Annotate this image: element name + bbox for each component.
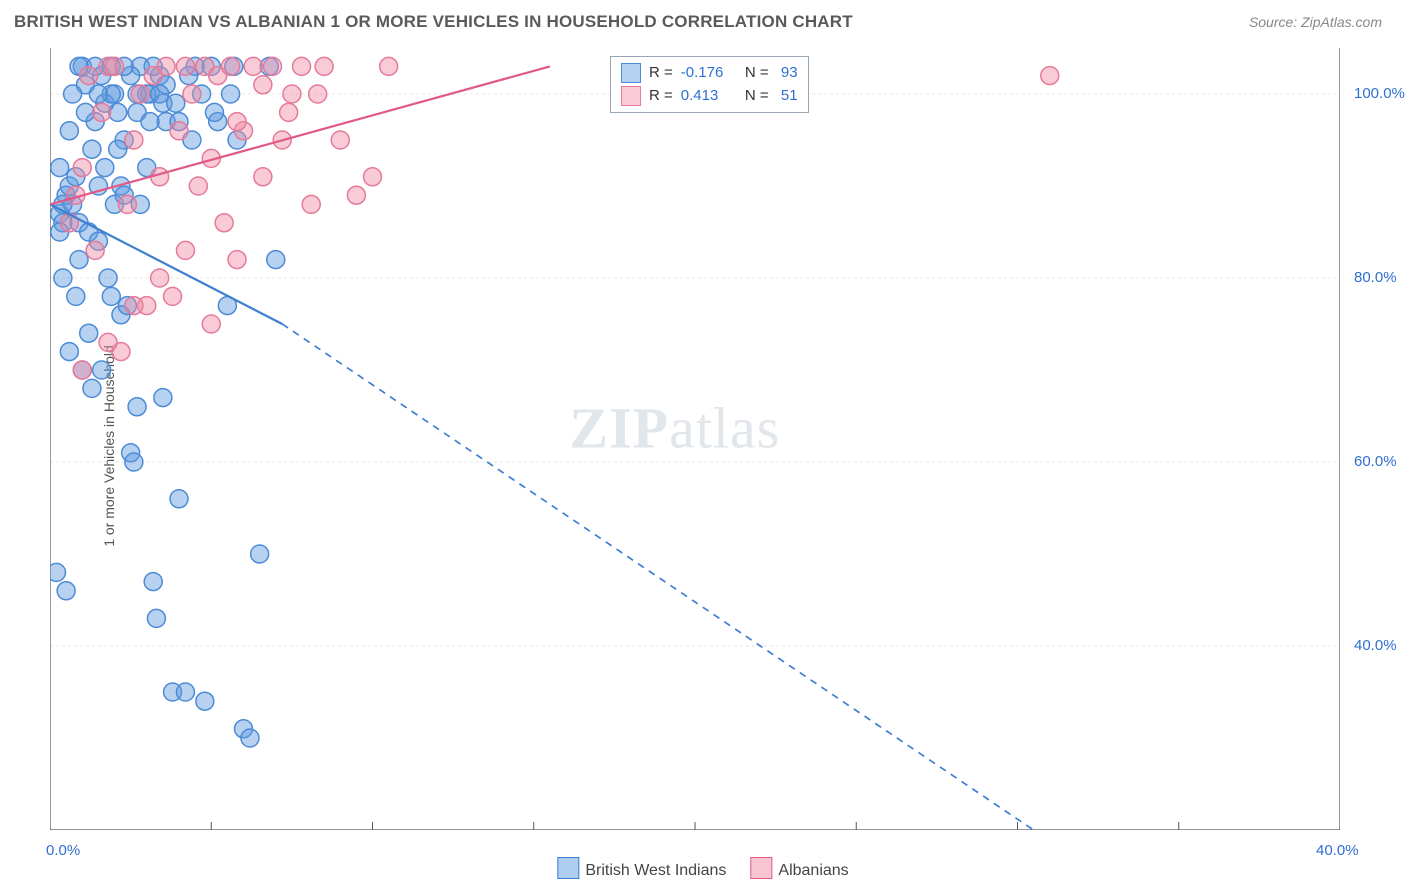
legend-r-value: -0.176 (681, 62, 733, 85)
axis-tick-label: 100.0% (1354, 85, 1405, 102)
legend-swatch (621, 63, 641, 83)
legend-r-value: 0.413 (681, 85, 733, 108)
bottom-legend-label: British West Indians (585, 862, 726, 879)
legend-n-value: 93 (777, 62, 798, 85)
chart-title: BRITISH WEST INDIAN VS ALBANIAN 1 OR MOR… (14, 12, 853, 32)
legend-n-label: N = (741, 85, 769, 108)
legend-swatch (750, 857, 772, 879)
legend-stats-box: R = -0.176 N = 93 R = 0.413 N = 51 (610, 56, 809, 113)
axis-tick-label: 80.0% (1354, 269, 1397, 286)
legend-r-label: R = (649, 85, 673, 108)
axis-tick-label: 40.0% (1354, 637, 1397, 654)
legend-r-label: R = (649, 62, 673, 85)
bottom-legend-item: Albanians (750, 857, 848, 880)
legend-n-value: 51 (777, 85, 798, 108)
bottom-legend-label: Albanians (778, 862, 848, 879)
source-label: Source: ZipAtlas.com (1249, 14, 1382, 30)
axis-tick-label: 60.0% (1354, 453, 1397, 470)
legend-stats-row: R = -0.176 N = 93 (621, 62, 798, 85)
legend-swatch (621, 86, 641, 106)
legend-stats-row: R = 0.413 N = 51 (621, 85, 798, 108)
axis-tick-label: 0.0% (46, 842, 80, 859)
legend-n-label: N = (741, 62, 769, 85)
legend-swatch (557, 857, 579, 879)
axis-tick-label: 40.0% (1316, 842, 1359, 859)
bottom-legend-item: British West Indians (557, 857, 726, 880)
bottom-legend: British West Indians Albanians (557, 857, 848, 880)
scatter-plot (50, 48, 1340, 830)
